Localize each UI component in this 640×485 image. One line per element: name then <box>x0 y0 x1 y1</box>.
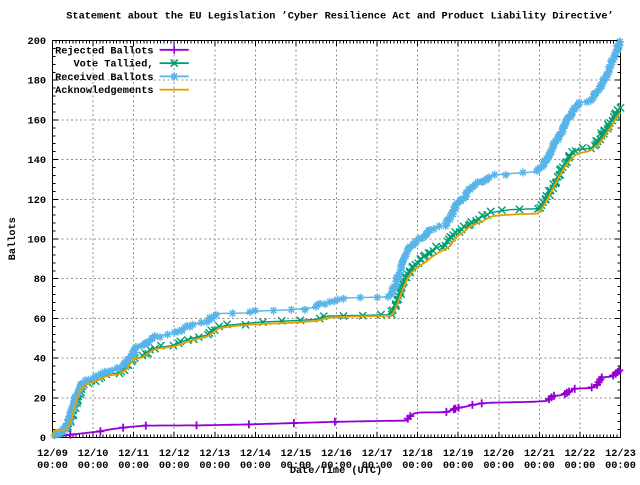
svg-text:Received Ballots: Received Ballots <box>55 72 153 84</box>
svg-text:00:00: 00:00 <box>199 460 230 472</box>
svg-text:12/14: 12/14 <box>240 448 271 460</box>
svg-text:12/15: 12/15 <box>281 448 312 460</box>
svg-text:12/22: 12/22 <box>565 448 596 460</box>
svg-text:12/23: 12/23 <box>605 448 636 460</box>
svg-text:20: 20 <box>34 393 46 405</box>
svg-text:00:00: 00:00 <box>362 460 393 472</box>
svg-text:12/12: 12/12 <box>159 448 190 460</box>
svg-text:00:00: 00:00 <box>78 460 109 472</box>
svg-text:40: 40 <box>34 354 46 366</box>
svg-text:00:00: 00:00 <box>321 460 352 472</box>
svg-text:Date/Time (UTC): Date/Time (UTC) <box>290 465 382 477</box>
svg-text:12/21: 12/21 <box>524 448 555 460</box>
svg-text:140: 140 <box>28 155 46 167</box>
svg-text:12/10: 12/10 <box>78 448 109 460</box>
svg-text:Vote Tallied,: Vote Tallied, <box>74 59 154 71</box>
svg-text:80: 80 <box>34 274 46 286</box>
svg-text:12/11: 12/11 <box>118 448 149 460</box>
svg-text:00:00: 00:00 <box>240 460 271 472</box>
svg-text:Statement about the EU Legisla: Statement about the EU Legislation ’Cybe… <box>66 11 613 23</box>
svg-text:Ballots: Ballots <box>7 217 19 260</box>
svg-text:Acknowledgements: Acknowledgements <box>55 85 153 97</box>
svg-text:200: 200 <box>28 36 46 48</box>
svg-text:00:00: 00:00 <box>483 460 514 472</box>
svg-text:12/20: 12/20 <box>483 448 514 460</box>
svg-text:12/19: 12/19 <box>443 448 474 460</box>
svg-text:00:00: 00:00 <box>524 460 555 472</box>
svg-text:00:00: 00:00 <box>37 460 68 472</box>
svg-text:12/09: 12/09 <box>37 448 68 460</box>
svg-text:12/18: 12/18 <box>402 448 433 460</box>
svg-text:00:00: 00:00 <box>402 460 433 472</box>
svg-text:00:00: 00:00 <box>281 460 312 472</box>
svg-text:100: 100 <box>28 235 46 247</box>
svg-text:60: 60 <box>34 314 46 326</box>
svg-text:00:00: 00:00 <box>159 460 190 472</box>
svg-text:120: 120 <box>28 195 46 207</box>
svg-text:160: 160 <box>28 115 46 127</box>
svg-text:00:00: 00:00 <box>443 460 474 472</box>
svg-text:0: 0 <box>40 433 46 445</box>
svg-text:12/17: 12/17 <box>362 448 393 460</box>
svg-text:12/16: 12/16 <box>321 448 352 460</box>
svg-text:00:00: 00:00 <box>565 460 596 472</box>
svg-text:00:00: 00:00 <box>605 460 636 472</box>
svg-text:180: 180 <box>28 76 46 88</box>
svg-text:Rejected Ballots: Rejected Ballots <box>55 45 153 57</box>
svg-text:00:00: 00:00 <box>118 460 149 472</box>
svg-text:12/13: 12/13 <box>199 448 230 460</box>
